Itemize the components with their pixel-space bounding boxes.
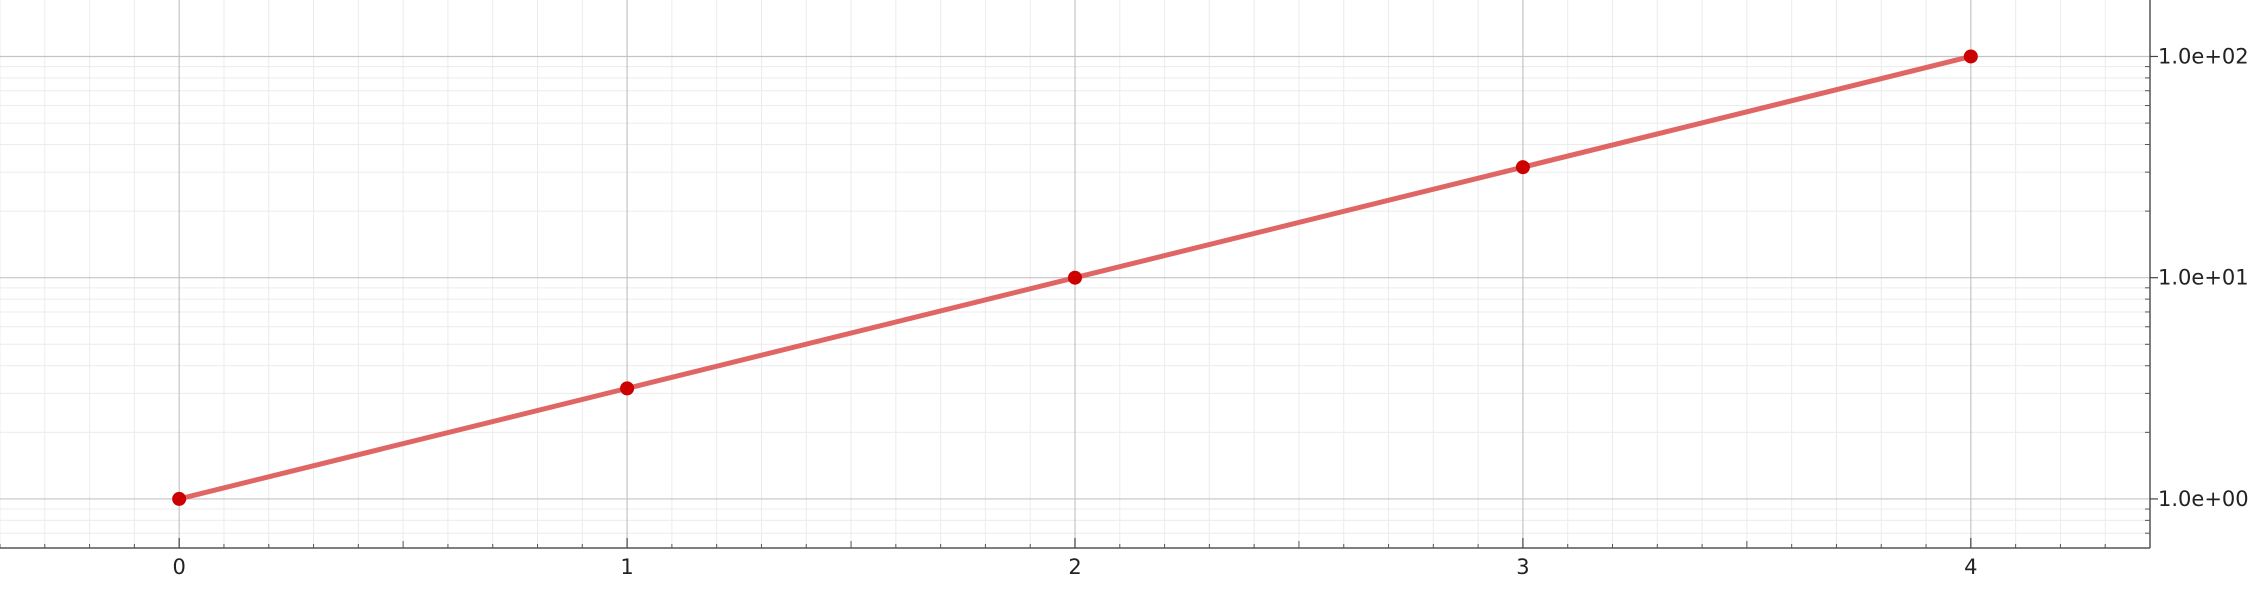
x-axis-ticks: 0 1 2 3 4: [0, 538, 2151, 579]
data-point: [172, 491, 187, 506]
y-tick-label: 1.0e+00: [2158, 487, 2249, 511]
y-tick-label: 1.0e+02: [2158, 44, 2249, 68]
y-tick-label: 1.0e+01: [2158, 266, 2249, 290]
series-points: [172, 49, 1978, 506]
data-point: [1515, 160, 1530, 175]
x-tick-label: 3: [1516, 555, 1529, 579]
data-point: [1963, 49, 1978, 64]
data-point: [1068, 270, 1082, 285]
y-axis-ticks: 1.0e+00 1.0e+01 1.0e+02: [2145, 44, 2249, 549]
data-point: [620, 381, 635, 396]
x-tick-label: 4: [1964, 555, 1977, 579]
x-tick-label: 1: [620, 555, 633, 579]
x-tick-label: 0: [172, 555, 185, 579]
x-tick-label: 2: [1068, 555, 1081, 579]
